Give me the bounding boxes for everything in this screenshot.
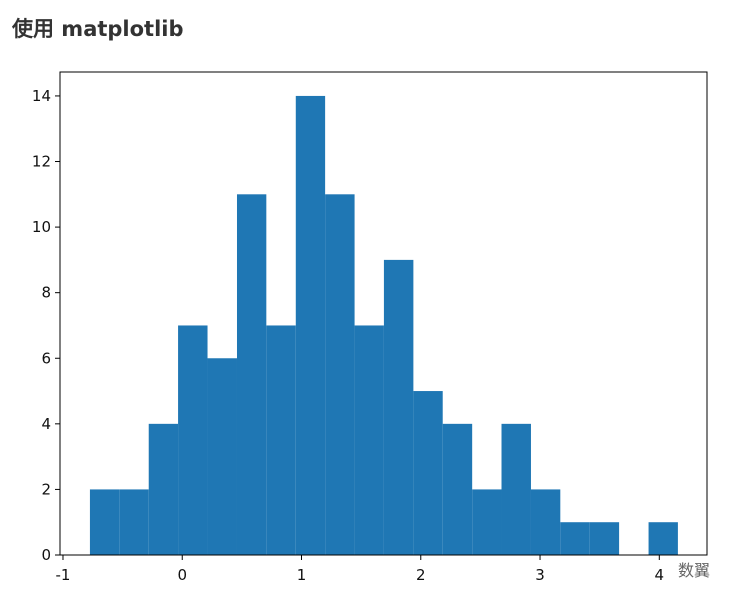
- y-tick-label: 0: [41, 546, 51, 564]
- bar: [295, 95, 326, 556]
- y-tick-label: 4: [41, 415, 51, 433]
- bar: [178, 325, 208, 555]
- bar: [413, 391, 443, 555]
- bar: [354, 325, 384, 555]
- bar: [560, 522, 590, 555]
- bar: [207, 358, 237, 555]
- bar: [119, 489, 149, 555]
- y-tick-label: 8: [41, 284, 51, 302]
- x-tick-label: -1: [55, 566, 70, 584]
- page-title: 使用 matplotlib: [11, 17, 184, 41]
- x-tick-label: 2: [416, 566, 426, 584]
- bar: [589, 522, 620, 555]
- x-tick-label: 1: [297, 566, 307, 584]
- watermark: 数翼: [678, 561, 710, 580]
- bar: [236, 194, 267, 555]
- bar: [648, 522, 678, 555]
- y-tick-label: 6: [41, 349, 51, 367]
- y-tick-label: 10: [32, 218, 51, 236]
- bar: [383, 259, 414, 555]
- bar: [442, 423, 473, 555]
- axes-frame: [59, 71, 708, 556]
- y-tick-label: 14: [32, 87, 51, 105]
- bar: [501, 423, 531, 555]
- bar: [530, 489, 561, 555]
- bar: [148, 423, 179, 555]
- y-tick-label: 12: [32, 153, 51, 171]
- x-tick-label: 4: [655, 566, 665, 584]
- bar: [89, 489, 120, 555]
- y-tick-label: 2: [41, 480, 51, 498]
- x-tick-label: 0: [177, 566, 187, 584]
- bar: [472, 489, 502, 555]
- bar: [325, 194, 355, 555]
- bar: [266, 325, 296, 555]
- x-tick-label: 3: [535, 566, 545, 584]
